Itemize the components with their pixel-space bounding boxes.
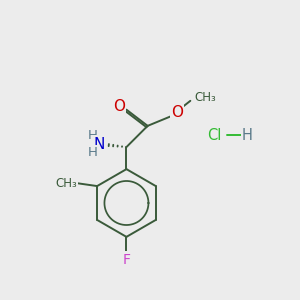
Text: CH₃: CH₃ bbox=[55, 177, 77, 190]
Text: H: H bbox=[88, 129, 98, 142]
Text: CH₃: CH₃ bbox=[195, 91, 217, 104]
Text: H: H bbox=[88, 146, 98, 159]
Text: O: O bbox=[113, 99, 125, 114]
Text: O: O bbox=[171, 104, 183, 119]
Text: F: F bbox=[122, 253, 130, 266]
Text: Cl: Cl bbox=[208, 128, 222, 143]
Text: N: N bbox=[93, 136, 105, 152]
Text: H: H bbox=[242, 128, 253, 143]
